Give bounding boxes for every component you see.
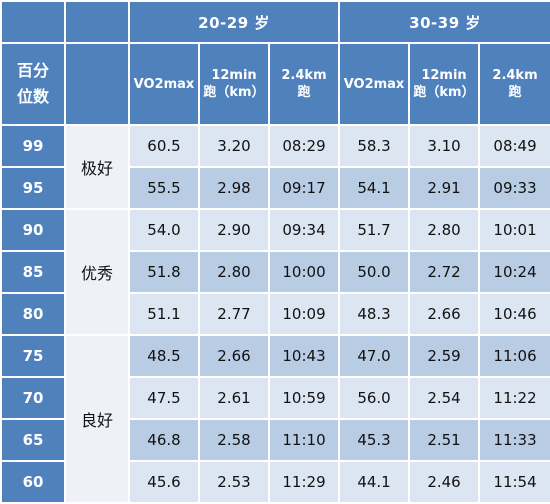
value-cell: 2.53 [198,460,270,504]
value-cell: 2.80 [408,208,481,252]
value-cell: 10:46 [478,292,550,336]
percentile-cell: 75 [0,334,66,378]
value-cell: 09:33 [478,166,550,210]
value-cell: 2.66 [408,292,481,336]
value-cell: 11:54 [478,460,550,504]
table-row-99: 99 极好 60.5 3.20 08:29 58.3 3.10 08:49 [0,124,550,210]
value-cell: 51.7 [338,208,411,252]
value-cell: 10:01 [478,208,550,252]
value-cell: 47.5 [128,376,200,420]
value-cell: 60.5 [128,124,200,168]
value-cell: 45.6 [128,460,200,504]
percentile-column-header: 百分 位数 [0,42,66,126]
value-cell: 10:59 [267,376,341,420]
percentile-cell: 80 [0,292,66,336]
value-cell: 55.5 [128,166,200,210]
table-row-80: 80 51.1 2.77 10:09 48.3 2.66 10:46 [0,292,550,336]
table-row-85: 85 51.8 2.80 10:00 50.0 2.72 10:24 [0,250,550,294]
header-row-groups: 20-29 岁 30-39 岁 [0,0,550,44]
value-cell: 54.0 [128,208,200,252]
corner-cell-right [64,0,130,44]
column-header-12min-30-39: 12min 跑（km） [408,42,481,126]
percentile-cell: 65 [0,418,66,462]
column-header-2-4km-30-39: 2.4km 跑 [478,42,550,126]
value-cell: 2.90 [198,208,270,252]
value-cell: 08:49 [478,124,550,168]
value-cell: 11:29 [267,460,341,504]
value-cell: 2.58 [198,418,270,462]
value-cell: 58.3 [338,124,411,168]
table-row-60: 60 45.6 2.53 11:29 44.1 2.46 11:54 [0,460,550,504]
level-cell-outstanding: 优秀 [64,208,130,336]
value-cell: 11:22 [478,376,550,420]
value-cell: 47.0 [338,334,411,378]
value-cell: 2.46 [408,460,481,504]
value-cell: 10:43 [267,334,341,378]
value-cell: 11:06 [478,334,550,378]
value-cell: 54.1 [338,166,411,210]
value-cell: 10:09 [267,292,341,336]
corner-cell-left [0,0,66,44]
percentile-cell: 85 [0,250,66,294]
value-cell: 2.59 [408,334,481,378]
value-cell: 46.8 [128,418,200,462]
value-cell: 48.5 [128,334,200,378]
value-cell: 2.77 [198,292,270,336]
value-cell: 50.0 [338,250,411,294]
value-cell: 11:33 [478,418,550,462]
value-cell: 10:24 [478,250,550,294]
value-cell: 3.20 [198,124,270,168]
value-cell: 2.72 [408,250,481,294]
percentile-cell: 95 [0,166,66,210]
value-cell: 2.54 [408,376,481,420]
table-row-75: 75 良好 48.5 2.66 10:43 47.0 2.59 11:06 [0,334,550,504]
value-cell: 45.3 [338,418,411,462]
value-cell: 51.8 [128,250,200,294]
value-cell: 51.1 [128,292,200,336]
percentile-cell: 70 [0,376,66,420]
level-cell-excellent: 极好 [64,124,130,210]
level-column-header [64,42,130,126]
value-cell: 2.91 [408,166,481,210]
percentile-cell: 90 [0,208,66,252]
value-cell: 09:34 [267,208,341,252]
table-row-70: 70 47.5 2.61 10:59 56.0 2.54 11:22 [0,376,550,420]
level-cell-good: 良好 [64,334,130,504]
table-row-90: 90 优秀 54.0 2.90 09:34 51.7 2.80 10:01 [0,208,550,336]
percentile-cell: 60 [0,460,66,504]
value-cell: 08:29 [267,124,341,168]
column-header-12min-20-29: 12min 跑（km） [198,42,270,126]
age-group-30-39-header: 30-39 岁 [338,0,550,44]
value-cell: 2.61 [198,376,270,420]
value-cell: 09:17 [267,166,341,210]
table-row-65: 65 46.8 2.58 11:10 45.3 2.51 11:33 [0,418,550,462]
table-row-95: 95 55.5 2.98 09:17 54.1 2.91 09:33 [0,166,550,210]
value-cell: 2.51 [408,418,481,462]
value-cell: 3.10 [408,124,481,168]
value-cell: 10:00 [267,250,341,294]
age-group-20-29-header: 20-29 岁 [127,0,341,44]
column-header-vo2max-20-29: VO2max [128,42,200,126]
value-cell: 2.80 [198,250,270,294]
value-cell: 2.66 [198,334,270,378]
column-header-2-4km-20-29: 2.4km 跑 [267,42,341,126]
value-cell: 44.1 [338,460,411,504]
value-cell: 11:10 [267,418,341,462]
value-cell: 48.3 [338,292,411,336]
value-cell: 2.98 [198,166,270,210]
header-row-columns: 百分 位数 VO2max 12min 跑（km） 2.4km 跑 VO2max 12m… [0,42,550,126]
value-cell: 56.0 [338,376,411,420]
column-header-vo2max-30-39: VO2max [338,42,411,126]
percentile-cell: 99 [0,124,66,168]
